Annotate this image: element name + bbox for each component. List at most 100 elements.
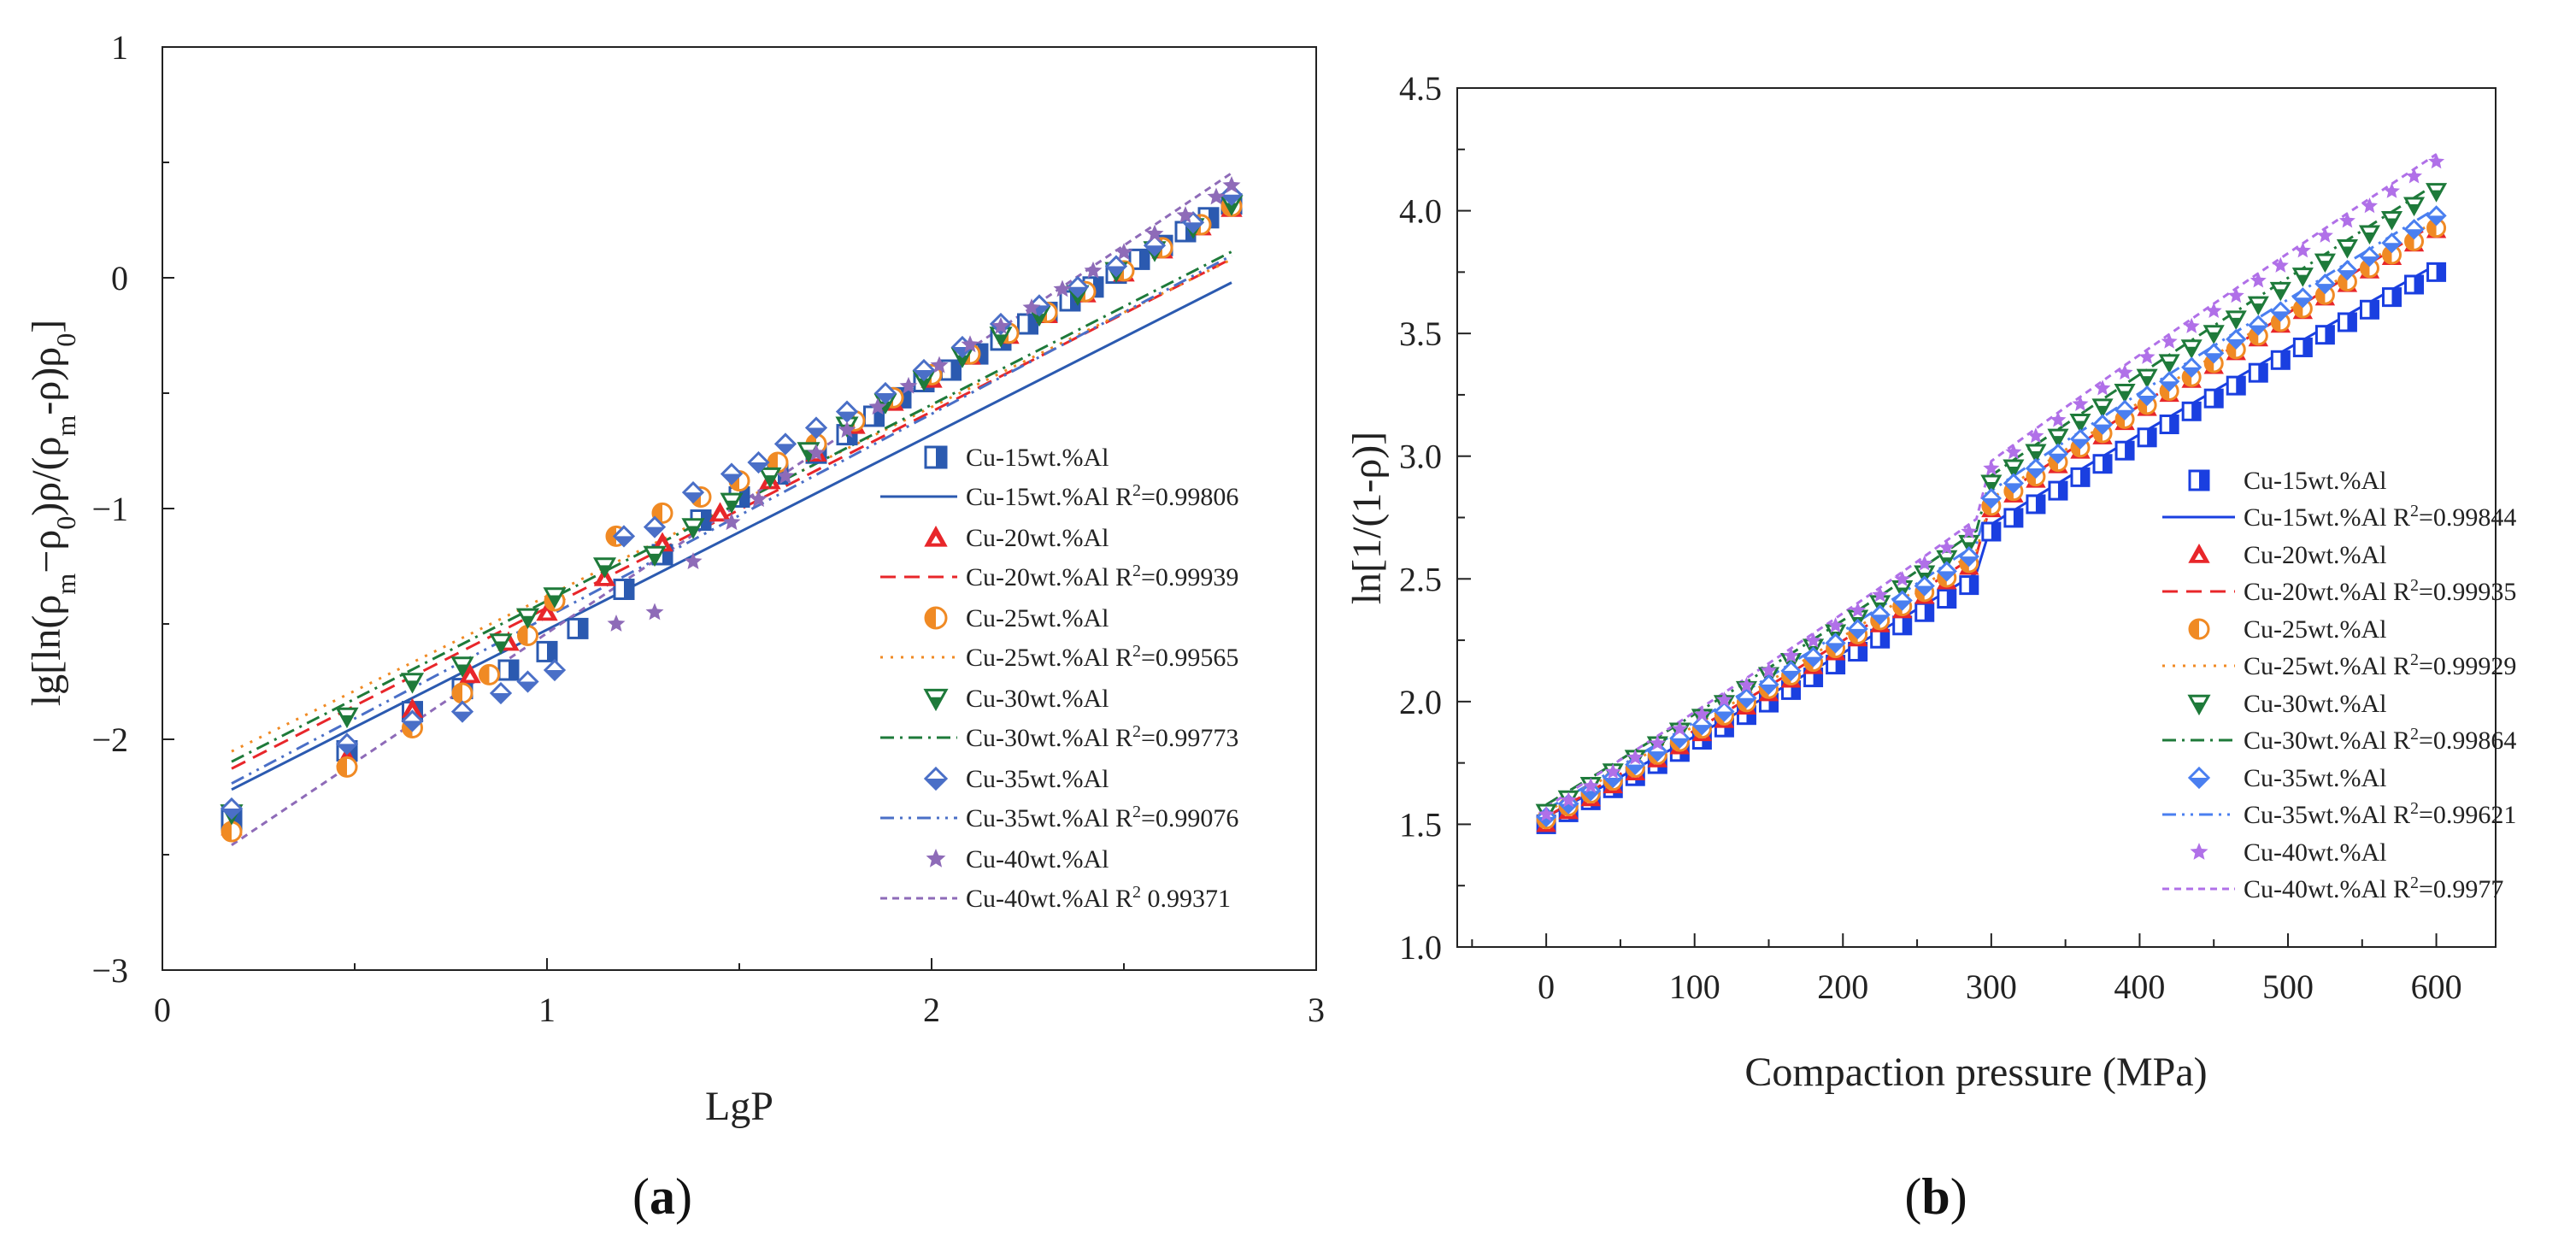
- chart-b-legend-marker: [2190, 843, 2208, 860]
- chart-b-point: [2181, 401, 2202, 421]
- chart-b-point: [2005, 444, 2022, 460]
- chart-b-point: [2136, 368, 2158, 389]
- chart-b-point: [2181, 356, 2203, 378]
- chart-a-x-tick-label: 0: [154, 991, 171, 1029]
- chart-a-point: [767, 451, 789, 474]
- chart-a-point: [220, 797, 244, 821]
- chart-b-point: [1693, 706, 1710, 722]
- chart-a-point: [684, 552, 703, 569]
- chart-a-point: [543, 658, 567, 682]
- chart-b-point: [2269, 281, 2291, 302]
- chart-b-data-points: [1535, 153, 2448, 834]
- chart-b-point: [1625, 754, 1646, 775]
- chart-b-point: [1825, 632, 1846, 654]
- chart-a-legend-marker: [924, 606, 948, 630]
- chart-b-y-tick-label: 4.0: [1399, 192, 1442, 231]
- chart-a-y-tick-label: 0: [111, 259, 128, 297]
- chart-b-point: [2203, 325, 2225, 344]
- chart-b-point: [2137, 427, 2157, 448]
- chart-a-point: [607, 615, 626, 632]
- chart-a-fit-line: [231, 258, 1232, 753]
- chart-b-point: [2338, 212, 2355, 228]
- chart-a-point: [1066, 275, 1090, 298]
- chart-b-point: [2380, 211, 2403, 231]
- chart-b-point: [2138, 348, 2155, 364]
- chart-a-point: [747, 450, 770, 474]
- chart-b-point: [2336, 239, 2358, 259]
- chart-a-legend-fit-label: Cu-35wt.%Al R2=0.99076: [966, 803, 1238, 832]
- chart-b-y-tick-label: 1.0: [1399, 928, 1442, 967]
- chart-b-point: [2382, 287, 2402, 308]
- chart-b-point: [1560, 791, 1577, 808]
- chart-b-legend-marker: [2187, 766, 2211, 790]
- chart-a-legend-marker: [924, 525, 948, 547]
- chart-a-point: [750, 490, 768, 508]
- chart-b-point: [2183, 317, 2200, 333]
- chart-b-point: [2025, 444, 2047, 464]
- chart-b-point: [2091, 398, 2114, 418]
- chart-b-x-tick-label: 100: [1669, 968, 1720, 1006]
- chart-b-point: [1958, 534, 1980, 555]
- chart-a-point: [516, 670, 539, 693]
- chart-b-point: [2116, 364, 2133, 380]
- chart-b: 0 100 200 300 400 500 600 1.0 1.5 2.0 2.5 3.0 3.5 4.0…: [1344, 69, 2516, 1225]
- chart-a-legend-label: Cu-25wt.%Al: [966, 604, 1109, 632]
- chart-a-legend-fit-label: Cu-30wt.%Al R2=0.99773: [966, 722, 1238, 752]
- chart-b-panel-label: (b): [1904, 1168, 1967, 1225]
- chart-b-point: [1894, 570, 1911, 586]
- chart-a-legend-fit-label: Cu-15wt.%Al R2=0.99806: [966, 481, 1238, 511]
- chart-b-point: [1715, 691, 1732, 708]
- chart-a-point: [912, 358, 936, 382]
- chart-b-x-tick-label: 300: [1966, 968, 2017, 1006]
- chart-a-point: [1176, 206, 1195, 223]
- chart-b-point: [2003, 473, 2025, 494]
- chart-b-point: [1981, 521, 2002, 542]
- chart-b-x-tick-label: 500: [2262, 968, 2314, 1006]
- chart-a-legend: Cu-15wt.%Al Cu-15wt.%Al R2=0.99806 Cu-20wt…: [880, 444, 1238, 913]
- chart-a-point: [536, 640, 558, 662]
- chart-a-legend-marker: [924, 445, 948, 469]
- chart-a-point: [451, 682, 473, 704]
- chart-b-point: [2270, 301, 2291, 322]
- chart-b-point: [1980, 474, 2003, 495]
- chart-b-point: [2291, 268, 2314, 287]
- chart-a-point: [450, 700, 474, 723]
- chart-b-point: [1980, 487, 2002, 509]
- chart-b-x-tick-label: 600: [2411, 968, 2462, 1006]
- chart-b-point: [2069, 428, 2091, 450]
- chart-b-point: [2114, 440, 2135, 461]
- chart-b-point: [2292, 337, 2313, 357]
- chart-b-y-tick-label: 1.5: [1399, 805, 1442, 844]
- chart-a-legend-label: Cu-15wt.%Al: [966, 444, 1109, 472]
- chart-a-legend-fit-label: Cu-25wt.%Al R2=0.99565: [966, 642, 1238, 672]
- chart-b-point: [1892, 615, 1913, 636]
- chart-b-point: [2292, 287, 2314, 309]
- chart-a-point: [709, 502, 732, 522]
- chart-b-point: [2226, 375, 2246, 396]
- chart-a-x-axis-label: LgP: [705, 1084, 773, 1129]
- chart-a-legend-marker: [923, 688, 949, 712]
- chart-b-point: [2091, 414, 2114, 435]
- chart-a-legend-label: Cu-30wt.%Al: [966, 685, 1109, 713]
- chart-b-legend-marker: [2187, 694, 2211, 716]
- chart-b-point: [2072, 395, 2089, 411]
- chart-a-legend-marker: [923, 766, 949, 791]
- chart-b-point: [2114, 399, 2136, 421]
- chart-b-point: [1959, 575, 1979, 596]
- chart-b-point: [1738, 676, 1755, 692]
- chart-b-point: [2069, 413, 2091, 433]
- chart-b-point: [2403, 197, 2426, 217]
- chart-b-point: [2250, 272, 2267, 288]
- chart-a-legend-label: Cu-40wt.%Al: [966, 845, 1109, 873]
- chart-a-axis-ticks: 0 1 2 3 −3 −2 −1 0 1: [91, 28, 1325, 1029]
- chart-b-y-tick-label: 3.0: [1399, 438, 1442, 476]
- chart-b-point: [2158, 354, 2180, 374]
- chart-a-point: [720, 462, 744, 485]
- chart-b-legend-label: Cu-15wt.%Al: [2244, 467, 2387, 495]
- chart-a-point: [1207, 187, 1226, 205]
- chart-b-point: [2384, 182, 2400, 198]
- chart-a-fit-line: [231, 250, 1232, 763]
- chart-a-point: [1115, 243, 1133, 261]
- chart-a-point: [758, 467, 782, 489]
- chart-b-point: [1714, 701, 1735, 722]
